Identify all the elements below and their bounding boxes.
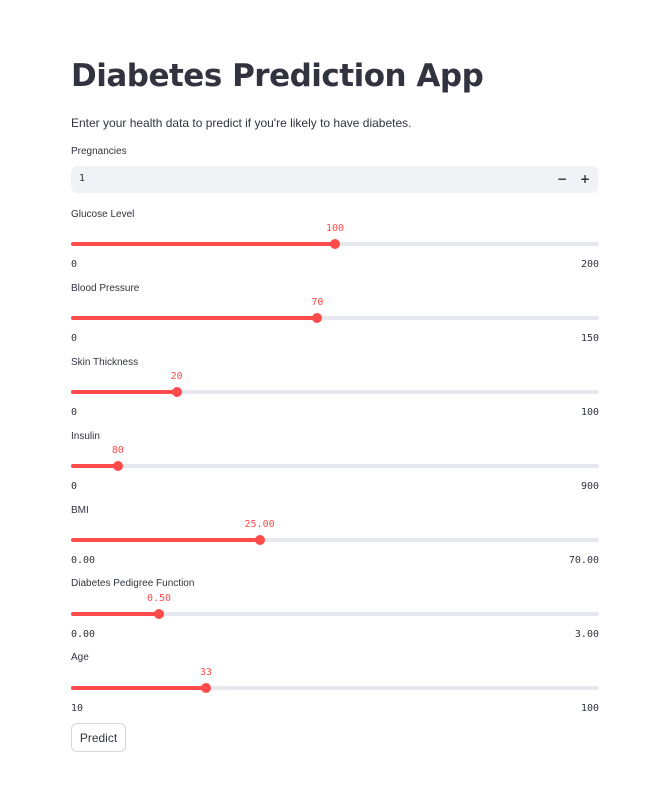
slider-thumb[interactable] — [112, 461, 123, 471]
age-label: Age — [71, 652, 89, 663]
slider-max: 100 — [580, 407, 599, 418]
slider-fill — [71, 390, 177, 394]
increment-button[interactable]: + — [579, 172, 591, 186]
slider-value: 80 — [111, 445, 124, 456]
slider-track[interactable] — [71, 390, 599, 394]
decrement-button[interactable]: − — [556, 172, 568, 186]
pedigree-label: Diabetes Pedigree Function — [71, 578, 195, 589]
insulin-label: Insulin — [71, 431, 100, 442]
bmi-label: BMI — [71, 505, 89, 516]
slider-value: 25.00 — [244, 519, 275, 530]
skin-thickness-slider[interactable]: 20 0 100 — [71, 369, 599, 419]
slider-fill — [71, 464, 118, 468]
slider-thumb[interactable] — [200, 683, 211, 693]
slider-value: 0.50 — [146, 593, 172, 604]
blood-pressure-slider[interactable]: 70 0 150 — [71, 295, 599, 345]
slider-fill — [71, 242, 335, 246]
slider-thumb[interactable] — [330, 239, 340, 249]
slider-track[interactable] — [71, 316, 599, 320]
slider-min: 0 — [71, 259, 78, 270]
blood-pressure-label: Blood Pressure — [71, 283, 140, 294]
slider-track[interactable] — [71, 686, 599, 690]
slider-track[interactable] — [71, 538, 599, 542]
glucose-slider[interactable]: 100 0 200 — [71, 221, 599, 271]
predict-button[interactable]: Predict — [71, 723, 126, 752]
glucose-label: Glucose Level — [71, 209, 135, 220]
slider-value: 100 — [325, 223, 345, 234]
slider-max: 150 — [580, 333, 599, 344]
slider-value: 33 — [199, 667, 212, 678]
slider-thumb[interactable] — [154, 609, 164, 619]
slider-thumb[interactable] — [312, 313, 323, 323]
slider-max: 70.00 — [568, 555, 599, 566]
skin-thickness-label: Skin Thickness — [71, 357, 139, 368]
slider-fill — [71, 612, 159, 616]
pregnancies-input[interactable]: 1 − + — [71, 166, 598, 193]
slider-min: 10 — [71, 703, 84, 714]
slider-max: 900 — [580, 481, 599, 492]
slider-min: 0 — [71, 407, 78, 418]
slider-value: 70 — [311, 297, 324, 308]
slider-min: 0.00 — [71, 555, 96, 566]
slider-fill — [71, 686, 206, 690]
slider-max: 3.00 — [574, 629, 599, 640]
slider-thumb[interactable] — [171, 387, 182, 397]
slider-thumb[interactable] — [254, 535, 265, 545]
slider-value: 20 — [170, 371, 183, 382]
insulin-slider[interactable]: 80 0 900 — [71, 443, 599, 493]
age-slider[interactable]: 33 10 100 — [71, 665, 599, 715]
slider-track[interactable] — [71, 464, 599, 468]
slider-track[interactable] — [71, 612, 599, 616]
page-subtitle: Enter your health data to predict if you… — [71, 116, 412, 130]
slider-min: 0.00 — [71, 629, 96, 640]
slider-fill — [71, 316, 318, 320]
slider-min: 0 — [71, 481, 78, 492]
slider-max: 100 — [580, 703, 599, 714]
slider-fill — [71, 538, 260, 542]
page-title: Diabetes Prediction App — [71, 58, 484, 94]
pedigree-slider[interactable]: 0.50 0.00 3.00 — [71, 591, 599, 641]
slider-min: 0 — [71, 333, 78, 344]
pregnancies-label: Pregnancies — [71, 146, 127, 157]
bmi-slider[interactable]: 25.00 0.00 70.00 — [71, 517, 599, 567]
slider-max: 200 — [580, 259, 599, 270]
pregnancies-value[interactable]: 1 — [79, 173, 86, 184]
